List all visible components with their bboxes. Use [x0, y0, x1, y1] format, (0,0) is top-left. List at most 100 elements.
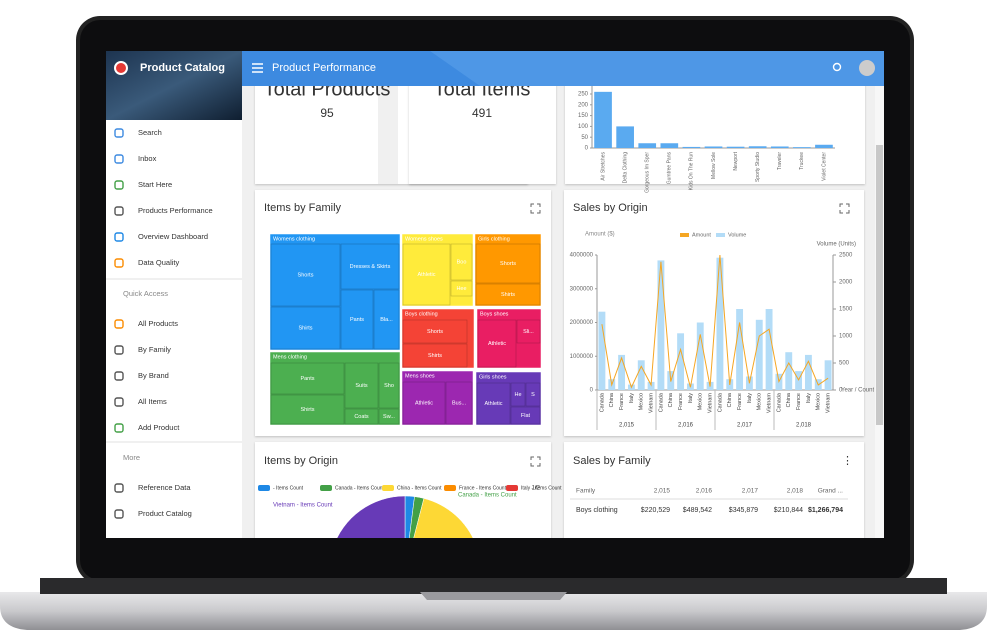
treemap-tile-label: Bla...: [380, 317, 393, 323]
treemap-tile[interactable]: [525, 382, 541, 407]
table-cell: Boys clothing: [576, 507, 618, 514]
treemap-tile[interactable]: [373, 289, 400, 350]
menu-item[interactable]: By Brand: [138, 371, 169, 380]
bar: [638, 143, 657, 148]
search-button[interactable]: [832, 62, 842, 72]
treemap-tile[interactable]: [378, 408, 400, 425]
sidebar-banner: [106, 51, 242, 120]
menu-icon: [114, 258, 124, 268]
treemap-tile[interactable]: [402, 243, 451, 306]
legend-label[interactable]: China - Items Count: [397, 485, 442, 491]
x-tick-label: Air Stretches: [600, 152, 606, 181]
legend-label[interactable]: Volume: [728, 232, 746, 238]
group-label: 2,016: [678, 423, 694, 429]
treemap-tile[interactable]: [445, 381, 473, 425]
treemap-tile[interactable]: [475, 243, 541, 284]
treemap-tile[interactable]: [402, 381, 446, 425]
treemap-tile[interactable]: [475, 283, 541, 306]
treemap-tile[interactable]: [476, 382, 511, 425]
y-tick-label: 2000000: [570, 320, 594, 326]
x-tick-label: Italy: [747, 393, 753, 403]
section-label: Quick Access: [123, 289, 168, 298]
menu-icon: [114, 206, 124, 216]
treemap-tile[interactable]: [344, 362, 379, 409]
y-axis-title: Amount ($): [585, 232, 615, 238]
table-cell: $220,529: [641, 507, 670, 514]
menu-item[interactable]: Inbox: [138, 154, 157, 163]
menu-icon: [114, 154, 124, 164]
menu-item[interactable]: Search: [138, 128, 162, 137]
expand-button[interactable]: [530, 203, 541, 214]
laptop-base: [0, 592, 987, 630]
treemap-tile[interactable]: [340, 289, 374, 350]
menu-item[interactable]: All Items: [138, 397, 167, 406]
bar: [657, 260, 665, 390]
y2-tick-label: 2500: [839, 253, 853, 259]
pie-slice[interactable]: [329, 495, 406, 633]
menu-item[interactable]: Start Here: [138, 180, 172, 189]
menu-item[interactable]: All Products: [138, 319, 178, 328]
x-tick-label: China: [786, 392, 792, 407]
treemap-tile[interactable]: [270, 243, 341, 307]
treemap-tile[interactable]: [270, 306, 341, 350]
treemap-tile-label: Shorts: [298, 272, 314, 278]
legend-label[interactable]: Italy - Items Count: [521, 485, 562, 491]
treemap-tile[interactable]: [516, 319, 541, 344]
menu-button[interactable]: [252, 63, 263, 73]
x-tick-label: Mexico: [639, 393, 645, 410]
treemap-tile-label: Shorts: [427, 329, 443, 335]
treemap-tile-label: Sho: [384, 383, 394, 389]
legend-label[interactable]: Canada - Items Count: [335, 485, 385, 491]
treemap-tile-label: Sw...: [383, 414, 395, 420]
treemap-tile[interactable]: [477, 319, 517, 368]
treemap-tile-label: Shirts: [428, 353, 442, 359]
treemap-tile[interactable]: [402, 343, 468, 368]
menu-item[interactable]: Add Product: [138, 423, 180, 432]
treemap-tile[interactable]: [510, 406, 541, 425]
bar: [824, 360, 832, 390]
menu-item[interactable]: Reference Data: [138, 483, 191, 492]
menu-item[interactable]: By Family: [138, 345, 171, 354]
menu-item[interactable]: Overview Dashboard: [138, 232, 208, 241]
menu-icon: [114, 319, 124, 329]
pie-slice[interactable]: [405, 498, 481, 612]
treemap-tile[interactable]: [378, 362, 400, 409]
menu-item[interactable]: Data Quality: [138, 258, 180, 267]
kpi-label: Total Products: [264, 78, 391, 100]
avatar[interactable]: [859, 60, 875, 76]
legend-label[interactable]: France - Items Count: [459, 485, 507, 491]
x-tick-label: Canada: [776, 392, 782, 412]
legend-swatch: [716, 233, 725, 237]
x-tick-label: Italy: [629, 393, 635, 403]
table-cell: $1,266,794: [808, 507, 843, 514]
y-tick-label: 50: [581, 135, 588, 141]
treemap-tile[interactable]: [270, 362, 345, 395]
treemap-tile-label: Suits: [355, 383, 367, 389]
treemap-tile[interactable]: [270, 394, 345, 425]
menu-icon: [114, 509, 124, 519]
legend-label[interactable]: - Items Count: [273, 485, 304, 491]
table-cell: $210,844: [774, 507, 803, 514]
treemap-tile[interactable]: [344, 408, 379, 425]
x-tick-label: France: [796, 393, 802, 410]
legend-label[interactable]: Amount: [692, 232, 711, 238]
treemap-tile[interactable]: [340, 243, 400, 290]
legend-page[interactable]: 1/2: [532, 486, 541, 492]
more-button[interactable]: ⋮: [842, 455, 853, 467]
x-tick-label: Vietnam: [826, 393, 832, 413]
treemap-tile[interactable]: [402, 319, 468, 344]
menu-icon: [114, 423, 124, 433]
menu-item[interactable]: Products Performance: [138, 206, 213, 215]
expand-button[interactable]: [530, 456, 541, 467]
x-tick-label: Newport: [733, 151, 739, 170]
legend-swatch: [382, 485, 394, 491]
menu-item[interactable]: Product Catalog: [138, 509, 192, 518]
scroll-thumb[interactable]: [876, 145, 883, 425]
bar: [748, 146, 767, 148]
treemap-tile[interactable]: [450, 243, 473, 281]
expand-button[interactable]: [839, 203, 850, 214]
treemap-tile[interactable]: [510, 382, 526, 407]
y2-tick-label: 1000: [839, 334, 853, 340]
treemap-tile[interactable]: [450, 280, 473, 297]
treemap-tile-label: Pants: [350, 317, 364, 323]
